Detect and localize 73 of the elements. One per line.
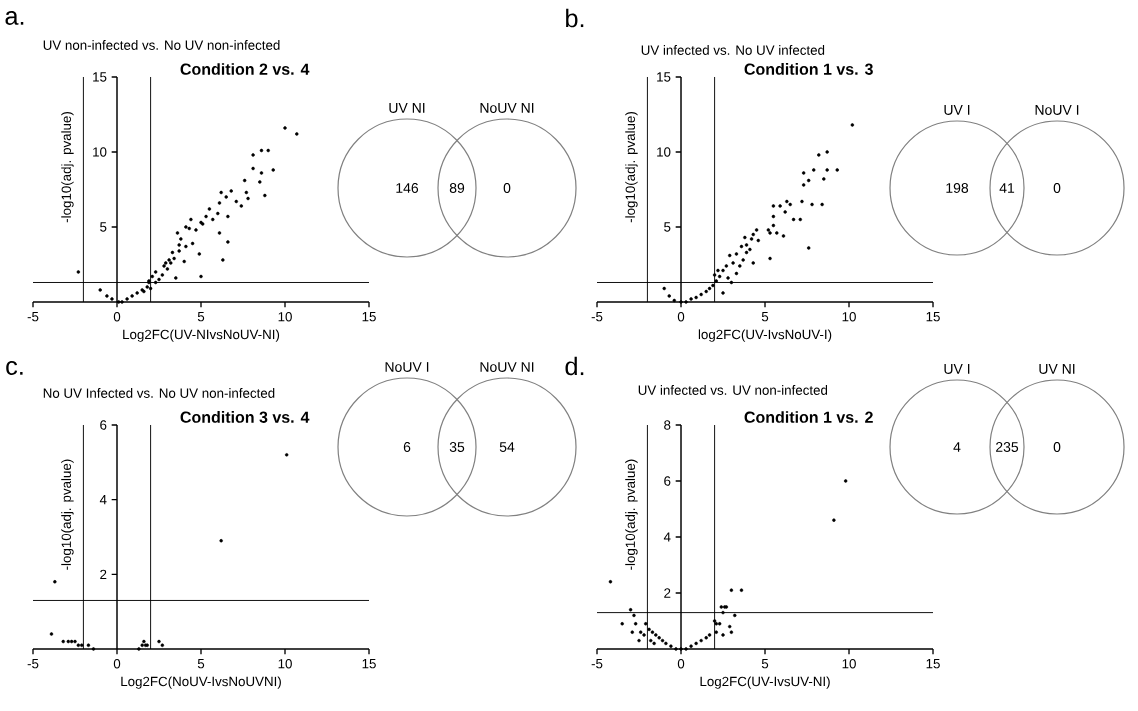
data-label: 6 [403,442,411,452]
x-tick-label: -5 [27,312,39,322]
x-tick-label: 10 [842,659,856,669]
chart-subtitle: No UV Infected vs. No UV non-infected [43,388,275,398]
x-tick-label: 10 [278,659,292,669]
data-label: 0 [503,183,511,193]
y-tick-label: 2 [664,588,671,598]
data-label: 0 [1053,183,1061,193]
data-label: 146 [396,183,419,193]
y-tick-label: 2 [100,569,107,579]
x-tick-label: 5 [197,659,205,669]
data-label: 89 [449,183,465,193]
y-tick-label: 6 [664,476,671,486]
data-label: 235 [996,442,1019,452]
y-tick-label: 8 [664,420,671,430]
y-tick-label: 10 [93,147,107,157]
x-axis-title: Log2FC(UV-IvsUV-NI) [700,676,830,689]
data-label: 0 [1053,442,1061,452]
text: d. [565,356,584,376]
data-label: 4 [953,442,961,452]
text: c. [6,361,23,375]
y-tick-label: 6 [100,420,107,430]
x-tick-label: 0 [677,659,685,669]
x-tick-label: -5 [591,659,603,669]
x-tick-label: 15 [362,312,376,322]
text: a. [5,11,24,25]
chart-title: Condition 3 vs. 4 [180,411,310,423]
category-label: UV I [944,105,970,115]
data-label: 41 [999,183,1015,193]
x-tick-label: 0 [677,312,685,322]
category-label: UV I [944,364,970,374]
y-tick-label: 5 [100,222,107,232]
category-label: UV NI [1039,364,1075,374]
y-tick-label: 15 [93,72,107,82]
y-tick-label: 4 [663,532,671,542]
y-axis-title: -log10(adj. pvalue) [61,459,74,570]
x-tick-label: 10 [842,312,856,322]
x-tick-label: 5 [197,312,205,322]
category-label: UV NI [389,103,425,113]
chart-subtitle: UV infected vs. UV non-infected [638,385,828,395]
x-tick-label: 15 [362,659,376,669]
category-label: NoUV NI [480,362,534,372]
x-tick-label: -5 [591,312,603,322]
x-tick-label: 15 [926,312,940,322]
category-label: NoUV I [385,362,429,372]
chart-title: Condition 1 vs. 3 [744,63,873,75]
y-axis-title: -log10(adj. pvalue) [625,112,638,223]
y-axis-title: -log10(adj. pvalue) [625,459,638,570]
x-tick-label: 5 [761,659,769,669]
text: b. [566,8,584,28]
chart-title: Condition 2 vs. 4 [180,63,310,75]
category-label: NoUV NI [480,103,534,113]
y-tick-label: 4 [99,495,107,505]
chart-title: Condition 1 vs. 2 [744,411,873,423]
x-tick-label: 0 [113,312,121,322]
data-label: 198 [946,183,969,193]
x-tick-label: -5 [27,659,39,669]
x-tick-label: 0 [113,659,121,669]
x-axis-title: log2FC(UV-IvsNoUV-I) [698,329,832,342]
data-label: 35 [449,442,465,452]
data-label: 54 [499,442,515,452]
y-axis-title: -log10(adj. pvalue) [61,112,74,223]
y-tick-label: 15 [657,72,671,82]
y-tick-label: 10 [657,147,671,157]
chart-subtitle: UV infected vs. No UV infected [641,45,825,55]
x-axis-title: Log2FC(UV-NIvsNoUV-NI) [123,329,280,342]
x-tick-label: 5 [761,312,769,322]
x-axis-title: Log2FC(NoUV-IvsNoUVNI) [121,676,281,689]
y-tick-label: 5 [664,222,671,232]
category-label: NoUV I [1035,105,1079,115]
x-tick-label: 15 [926,659,940,669]
x-tick-label: 10 [278,312,292,322]
chart-subtitle: UV non-infected vs. No UV non-infected [43,40,280,50]
